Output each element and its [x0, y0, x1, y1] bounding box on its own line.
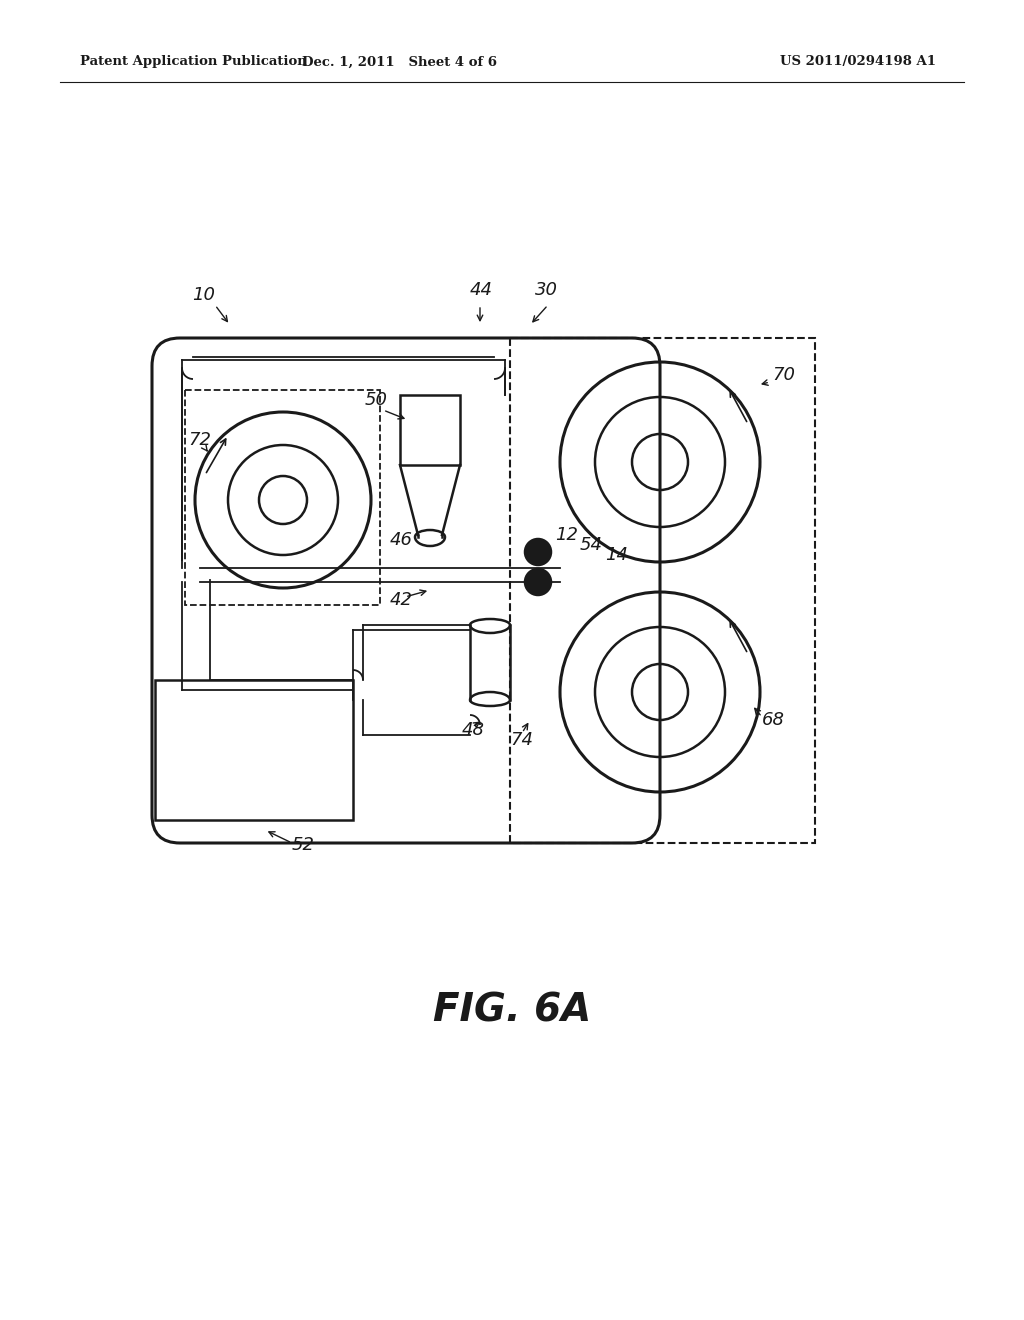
Bar [510, 338, 815, 843]
Text: 48: 48 [462, 721, 485, 739]
Bar [155, 680, 353, 820]
Circle shape [525, 569, 551, 595]
Text: 72: 72 [188, 432, 211, 449]
Text: 14: 14 [605, 546, 628, 564]
Text: Dec. 1, 2011   Sheet 4 of 6: Dec. 1, 2011 Sheet 4 of 6 [302, 55, 498, 69]
Text: 44: 44 [470, 281, 493, 300]
Text: 54: 54 [580, 536, 603, 554]
Text: 10: 10 [193, 286, 215, 304]
Text: 42: 42 [390, 591, 413, 609]
Text: FIG. 6A: FIG. 6A [433, 991, 591, 1030]
Circle shape [525, 539, 551, 565]
Circle shape [534, 577, 543, 587]
Bar [400, 395, 460, 465]
Text: 30: 30 [535, 281, 558, 300]
Text: 46: 46 [390, 531, 413, 549]
Text: 52: 52 [292, 836, 315, 854]
Text: 68: 68 [762, 711, 785, 729]
Bar [185, 389, 380, 605]
Text: 50: 50 [365, 391, 388, 409]
Text: US 2011/0294198 A1: US 2011/0294198 A1 [780, 55, 936, 69]
Text: 74: 74 [510, 731, 534, 748]
Text: 70: 70 [772, 366, 795, 384]
Text: 12: 12 [555, 525, 578, 544]
Text: Patent Application Publication: Patent Application Publication [80, 55, 307, 69]
Circle shape [534, 546, 543, 557]
